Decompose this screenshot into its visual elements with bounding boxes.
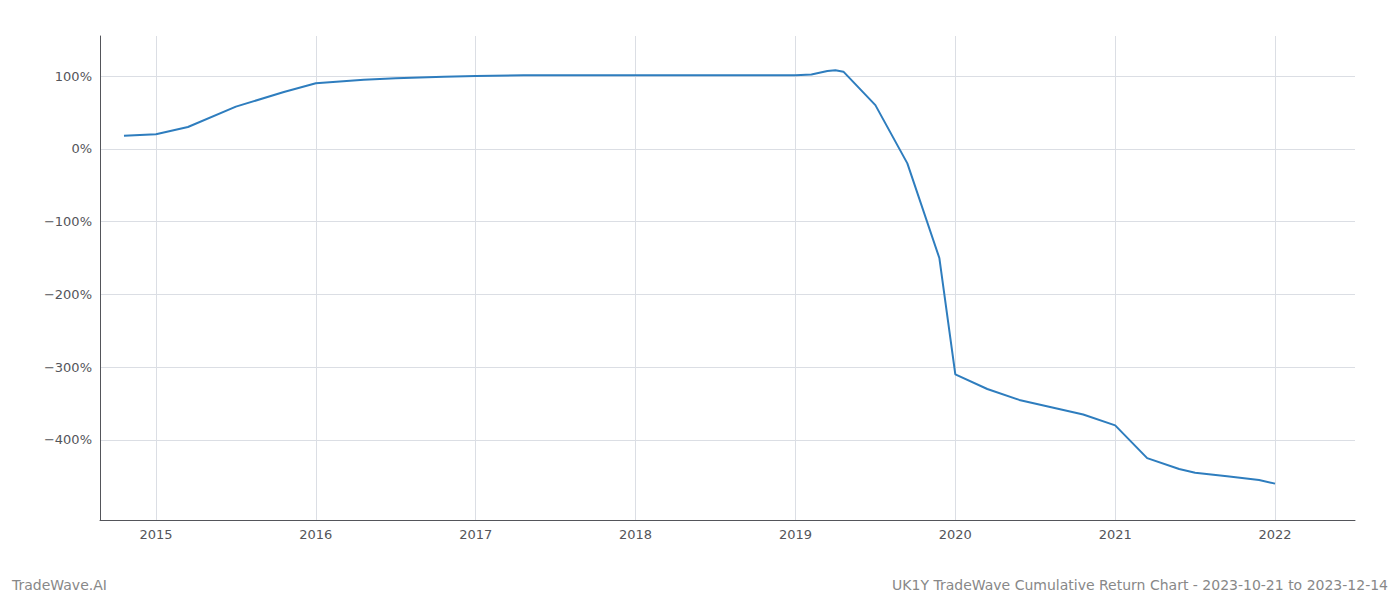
svg-text:2015: 2015 (139, 527, 172, 542)
svg-text:2020: 2020 (939, 527, 972, 542)
svg-text:UK1Y TradeWave Cumulative Retu: UK1Y TradeWave Cumulative Return Chart -… (892, 577, 1388, 593)
svg-text:2018: 2018 (619, 527, 652, 542)
svg-text:2017: 2017 (459, 527, 492, 542)
svg-text:−100%: −100% (44, 214, 92, 229)
svg-text:2016: 2016 (299, 527, 332, 542)
svg-text:2022: 2022 (1259, 527, 1292, 542)
svg-text:−400%: −400% (44, 432, 92, 447)
svg-text:−200%: −200% (44, 287, 92, 302)
svg-text:2019: 2019 (779, 527, 812, 542)
svg-text:2021: 2021 (1099, 527, 1132, 542)
svg-text:−300%: −300% (44, 360, 92, 375)
svg-text:0%: 0% (71, 141, 92, 156)
svg-text:100%: 100% (55, 69, 92, 84)
svg-text:TradeWave.AI: TradeWave.AI (11, 577, 107, 593)
